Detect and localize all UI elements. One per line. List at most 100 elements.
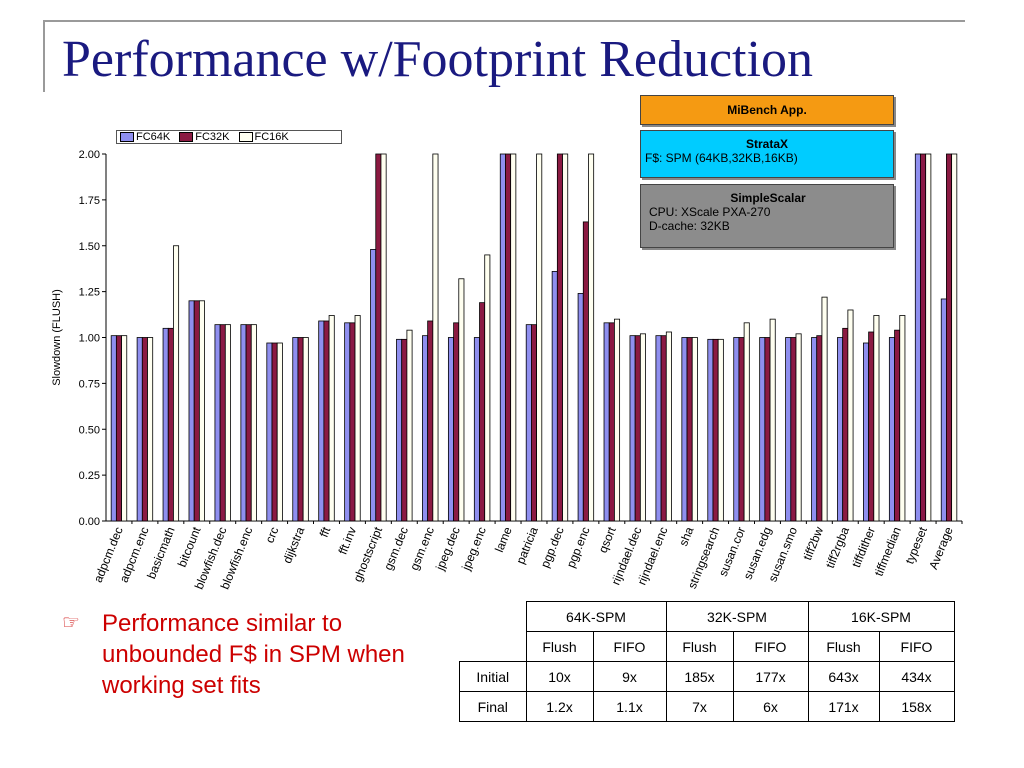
y-axis-label: Slowdown (FLUSH) [51,289,63,386]
bar-fc16k [717,338,724,522]
bar-fc16k [614,318,621,522]
bar-fc32k [738,337,745,522]
bar-fc32k [271,342,278,522]
bar-fc64k [940,298,947,522]
stratax-title: StrataX [745,137,789,151]
y-tick-label: 0.50 [79,424,100,436]
table-cell: 158x [878,691,955,722]
bar-fc64k [837,337,844,522]
decor-horizontal-line [43,20,965,22]
bar-fc32k [608,322,615,522]
bar-fc64k [655,335,662,522]
y-tick-label: 2.00 [79,149,100,161]
table-cell: 171x [807,691,880,722]
bar-fc32k [816,335,823,522]
bar-fc64k [473,337,480,522]
table-subheader: Flush [807,631,880,662]
x-tick-label: jpeg.enc [459,525,489,573]
bar-fc64k [499,153,506,522]
bar-fc32k [453,322,460,522]
table-cell: 7x [665,691,734,722]
table-subheader: FIFO [732,631,809,662]
bar-fc16k [302,337,309,522]
bar-fc32k [219,324,226,522]
table-row-label: Initial [459,661,527,692]
legend-item-fc32k: FC32K [179,131,230,143]
table-empty-cell [460,632,527,662]
bar-fc64k [863,342,870,522]
x-tick-label: gsm.enc [407,525,437,572]
bar-fc32k [660,335,667,522]
x-tick-label: bitcount [175,524,204,569]
slide-title: Performance w/Footprint Reduction [62,31,813,88]
bar-fc16k [743,322,750,522]
bar-fc16k [795,333,802,522]
table-cell: 643x [807,661,880,692]
x-tick-label: fft.inv [336,525,360,557]
bar-fc64k [733,337,740,522]
x-tick-label: patricia [513,525,541,566]
bar-fc32k [349,322,356,522]
bar-fc64k [422,335,429,522]
stratax-line: F$: SPM (64KB,32KB,16KB) [645,151,798,165]
bar-fc16k [847,309,854,522]
bar-fc16k [276,342,283,522]
bar-fc32k [790,337,797,522]
y-tick-label: 1.75 [79,195,100,207]
x-tick-label: tiff2rgba [823,525,852,571]
bar-fc32k [531,324,538,522]
bar-fc32k [401,338,408,522]
y-tick-label: 0.25 [79,470,100,482]
bar-fc64k [525,324,532,522]
bar-fc16k [821,296,828,522]
simplescalar-dcache-line: D-cache: 32KB [649,219,730,233]
bar-fc64k [577,293,584,522]
bar-fc16k [562,153,569,522]
bar-fc32k [167,327,174,522]
bar-fc32k [764,337,771,522]
table-row: Initial 10x 9x 185x 177x 643x 434x [459,661,955,692]
bar-fc64k [759,337,766,522]
bar-fc32k [556,153,563,522]
legend-item-fc16k: FC16K [238,131,289,143]
table-group-header: 32K-SPM [665,601,809,632]
x-tick-label: typeset [902,524,930,566]
bar-fc16k [925,153,932,522]
bar-fc64k [888,337,895,522]
bar-fc64k [136,337,143,522]
decor-vertical-line [43,20,45,92]
table-cell: 6x [732,691,809,722]
bar-fc64k [318,320,325,522]
table-subheader: Flush [525,631,594,662]
bar-fc16k [639,333,646,522]
bar-fc64k [603,322,610,522]
bar-fc16k [665,331,672,522]
bar-fc32k [375,153,382,522]
bar-fc32k [634,335,641,522]
bar-fc64k [370,249,377,522]
table-group-header-row: 64K-SPM 32K-SPM 16K-SPM [460,601,955,632]
y-tick-label: 0.00 [79,516,100,528]
bar-fc16k [173,245,180,522]
x-tick-label: tiff2bw [800,525,826,563]
bar-fc16k [354,315,361,522]
bar-fc16k [328,315,335,522]
table-empty-cell [460,602,527,632]
bar-fc64k [707,338,714,522]
bar-fc64k [681,337,688,522]
y-tick-label: 1.50 [79,241,100,253]
bar-fc16k [458,278,465,522]
bar-fc16k [484,254,491,522]
bar-fc32k [946,153,953,522]
table-cell: 434x [878,661,955,692]
bar-fc16k [380,153,387,522]
mibench-app-title: MiBench App. [727,103,807,117]
table-cell: 10x [525,661,594,692]
bar-fc32k [479,302,486,522]
bar-fc16k [510,153,517,522]
bar-fc64k [240,324,247,522]
bar-fc64k [629,335,636,522]
bar-fc32k [505,153,512,522]
simplescalar-cpu-line: CPU: XScale PXA-270 [649,205,771,219]
bar-fc32k [712,338,719,522]
